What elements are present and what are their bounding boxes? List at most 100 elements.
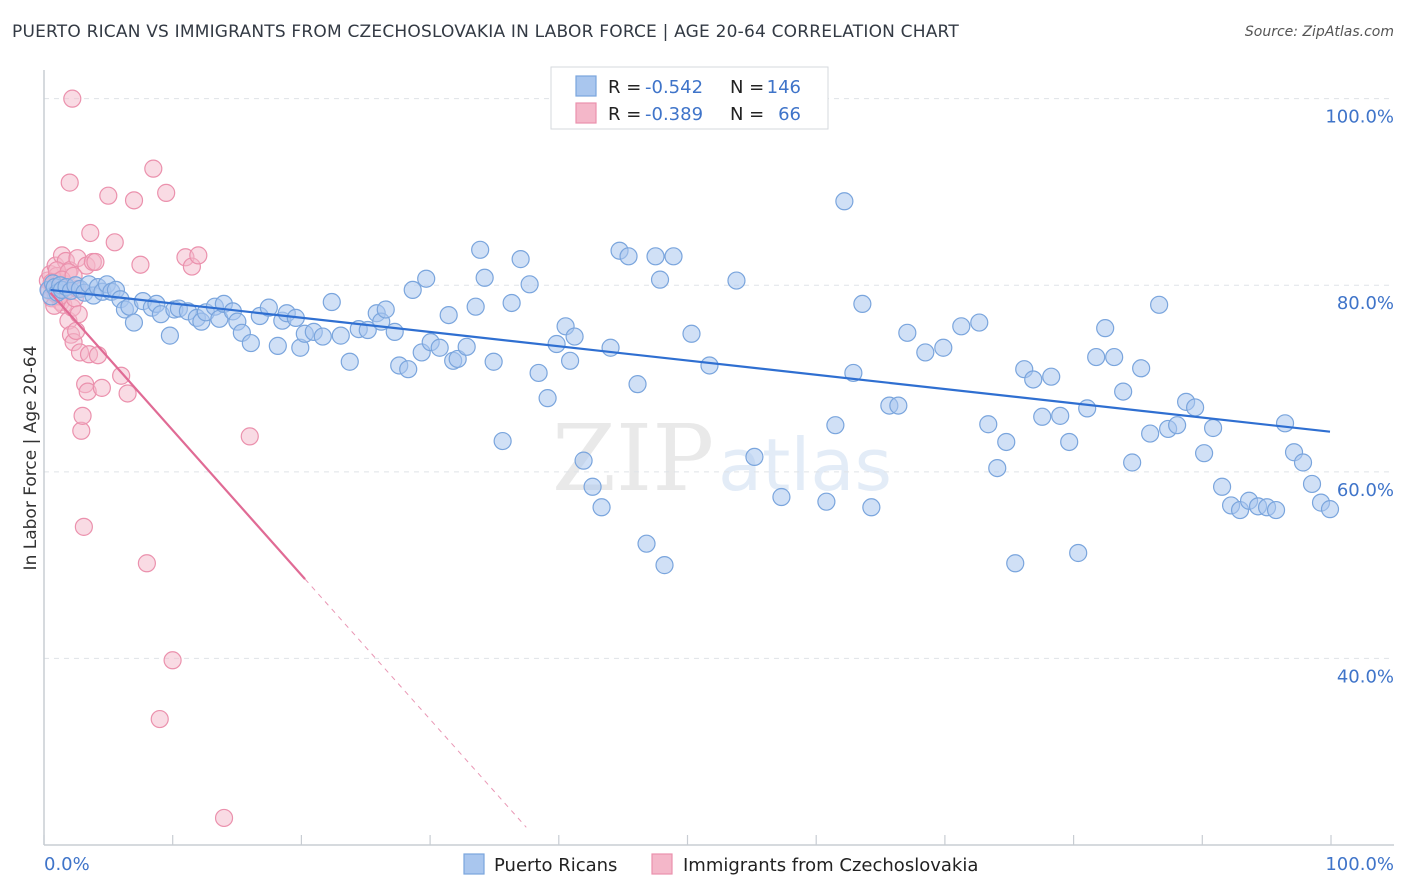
data-point-puerto-ricans (439, 305, 458, 325)
data-point-puerto-ricans (417, 269, 436, 288)
legend-swatch-pink (575, 102, 597, 124)
data-point-czechoslovakia (131, 255, 150, 274)
y-tick-label: 40.0% (1337, 666, 1394, 687)
data-point-puerto-ricans (241, 333, 260, 353)
axes (43, 70, 1394, 846)
legend-item-czechoslovakia-swatch (651, 853, 673, 875)
legend-r-value-blue: -0.542 (645, 77, 703, 98)
data-point-puerto-ricans (502, 293, 521, 313)
data-point-puerto-ricans (457, 337, 476, 356)
data-point-puerto-ricans (700, 356, 719, 375)
data-point-puerto-ricans (772, 487, 791, 507)
data-point-puerto-ricans (1024, 370, 1043, 389)
legend-n-value-pink: 66 (778, 104, 801, 125)
data-point-puerto-ricans (493, 431, 512, 451)
legend-n-label-blue: N = (730, 77, 764, 98)
data-point-puerto-ricans (1212, 477, 1232, 496)
x-ticks (43, 835, 1332, 845)
data-point-czechoslovakia (81, 223, 100, 243)
y-tick-label: 80.0% (1337, 293, 1394, 314)
data-point-czechoslovakia (150, 709, 169, 729)
data-point-puerto-ricans (970, 313, 989, 332)
x-tick-label-max: 100.0% (1325, 854, 1394, 875)
data-point-puerto-ricans (916, 343, 935, 362)
data-point-czechoslovakia (67, 321, 86, 341)
data-point-puerto-ricans (1132, 359, 1151, 378)
data-point-puerto-ricans (1051, 406, 1070, 425)
data-point-puerto-ricans (1078, 399, 1097, 418)
data-point-puerto-ricans (934, 338, 953, 357)
data-point-puerto-ricans (529, 363, 548, 383)
data-point-puerto-ricans (1141, 424, 1160, 443)
data-point-puerto-ricans (862, 498, 881, 517)
data-point-puerto-ricans (340, 352, 359, 371)
data-point-puerto-ricans (259, 298, 278, 317)
chart-title: PUERTO RICAN VS IMMIGRANTS FROM CZECHOSL… (12, 22, 959, 42)
data-point-puerto-ricans (664, 247, 683, 266)
data-point-puerto-ricans (511, 250, 530, 269)
data-point-puerto-ricans (466, 297, 485, 316)
x-tick-label-min: 0.0% (44, 854, 90, 875)
data-point-puerto-ricans (547, 334, 566, 354)
data-point-czechoslovakia (74, 517, 93, 536)
data-point-puerto-ricans (826, 416, 845, 435)
data-point-puerto-ricans (1123, 453, 1142, 472)
data-point-puerto-ricans (1150, 295, 1169, 314)
y-tick-labels: 40.0% 60.0% 80.0% 100.0% (1325, 107, 1394, 688)
legend-r-label-blue: R = (608, 77, 641, 98)
data-point-puerto-ricans (322, 292, 341, 312)
data-point-puerto-ricans (430, 338, 449, 357)
data-point-puerto-ricans (124, 313, 144, 332)
data-point-czechoslovakia (240, 427, 259, 446)
data-point-puerto-ricans (682, 324, 701, 343)
data-point-puerto-ricans (565, 327, 584, 346)
data-point-puerto-ricans (646, 247, 665, 266)
trend-line-czechoslovakia (49, 291, 306, 580)
data-point-puerto-ricans (268, 336, 287, 355)
data-point-puerto-ricans (979, 415, 998, 434)
legend-n-label-pink: N = (730, 104, 764, 125)
data-point-puerto-ricans (655, 556, 674, 575)
legend-r-value-pink: -0.389 (645, 104, 703, 125)
data-point-czechoslovakia (163, 651, 182, 670)
data-point-czechoslovakia (189, 246, 208, 265)
data-point-czechoslovakia (63, 89, 82, 108)
data-point-puerto-ricans (160, 326, 180, 345)
data-point-puerto-ricans (403, 280, 422, 300)
data-point-puerto-ricans (538, 389, 557, 408)
data-point-puerto-ricans (952, 317, 971, 336)
data-point-puerto-ricans (817, 492, 836, 511)
data-point-puerto-ricans (331, 326, 350, 345)
y-tick-label: 100.0% (1325, 107, 1394, 128)
series-legend: Puerto Ricans Immigrants from Czechoslov… (463, 853, 978, 876)
data-point-puerto-ricans (619, 247, 638, 266)
data-point-puerto-ricans (727, 271, 746, 290)
data-point-puerto-ricans (376, 300, 395, 319)
data-point-puerto-ricans (1060, 432, 1079, 452)
data-point-czechoslovakia (92, 378, 111, 397)
legend-item-czechoslovakia: Immigrants from Czechoslovakia (683, 855, 978, 876)
data-point-czechoslovakia (69, 305, 88, 324)
data-point-puerto-ricans (650, 270, 670, 289)
data-point-puerto-ricans (448, 349, 467, 369)
data-point-czechoslovakia (137, 554, 156, 573)
data-point-czechoslovakia (214, 808, 234, 828)
data-point-puerto-ricans (484, 352, 503, 371)
data-point-puerto-ricans (1114, 382, 1133, 401)
data-point-puerto-ricans (313, 327, 332, 346)
data-point-puerto-ricans (1069, 543, 1088, 563)
data-point-czechoslovakia (105, 233, 124, 252)
data-point-puerto-ricans (1168, 416, 1187, 435)
data-point-puerto-ricans (1293, 453, 1313, 472)
data-point-puerto-ricans (1033, 407, 1052, 426)
data-point-puerto-ricans (889, 396, 908, 415)
data-point-czechoslovakia (88, 346, 108, 365)
data-point-puerto-ricans (1042, 367, 1061, 386)
data-point-puerto-ricans (898, 323, 917, 342)
data-point-puerto-ricans (574, 451, 593, 470)
data-point-puerto-ricans (399, 360, 418, 379)
legend-item-puerto-ricans: Puerto Ricans (494, 855, 617, 876)
data-point-czechoslovakia (124, 191, 144, 210)
data-point-puerto-ricans (835, 192, 854, 211)
